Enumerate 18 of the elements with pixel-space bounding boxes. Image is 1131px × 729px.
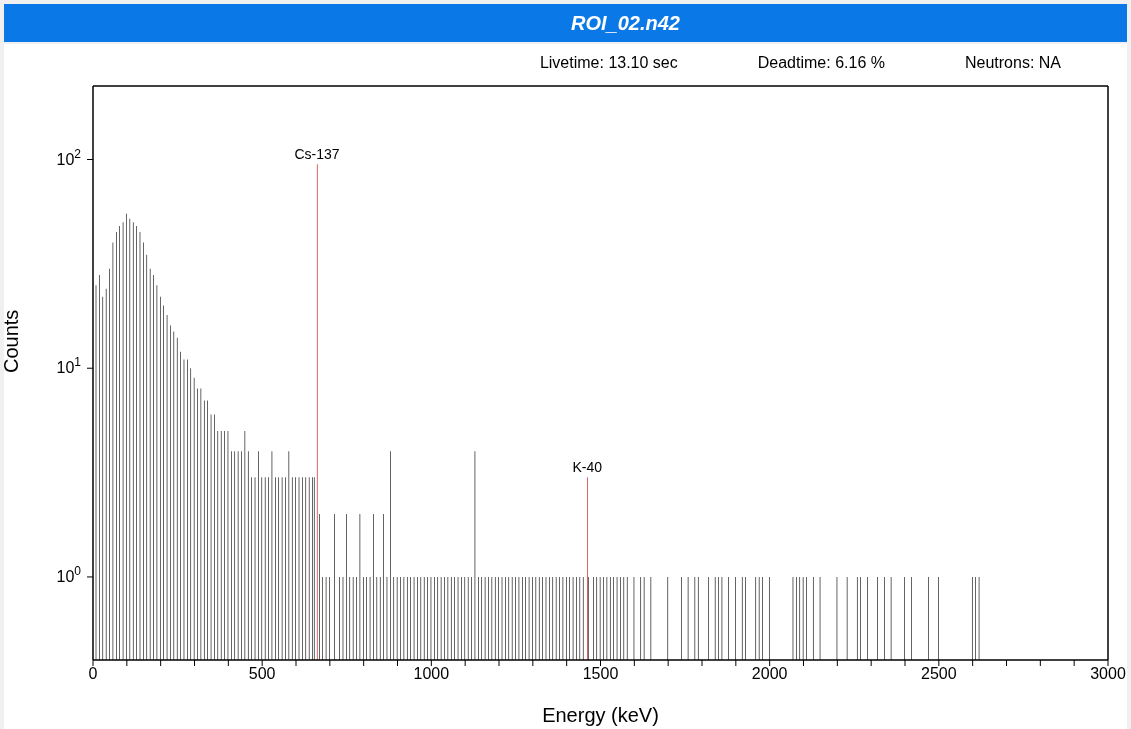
x-axis-title: Energy (keV) [542, 704, 659, 726]
y-axis-title: Counts [0, 309, 23, 373]
x-tick-label: 2500 [921, 665, 957, 683]
x-tick-label: 500 [248, 665, 276, 683]
annotation: Cs-137 [294, 146, 340, 163]
x-tick-label: 1500 [582, 665, 619, 683]
annotation: K-40 [572, 459, 603, 476]
text: Livetime: 13.10 sec [539, 54, 678, 72]
x-tick-label: 0 [88, 665, 98, 683]
x-tick-label: 1000 [413, 665, 450, 683]
x-tick-label: 3000 [1090, 665, 1126, 683]
text: Neutrons: NA [964, 54, 1061, 72]
y-tick-label: 10$^{2}$ [56, 146, 82, 168]
y-tick-label: 10$^{1}$ [56, 355, 82, 377]
text: Deadtime: 6.16 % [757, 54, 885, 72]
chart-title: ROI_02.n42 [571, 11, 680, 35]
x-tick-label: 2000 [751, 665, 788, 683]
y-tick-label: 10$^{0}$ [56, 563, 82, 585]
